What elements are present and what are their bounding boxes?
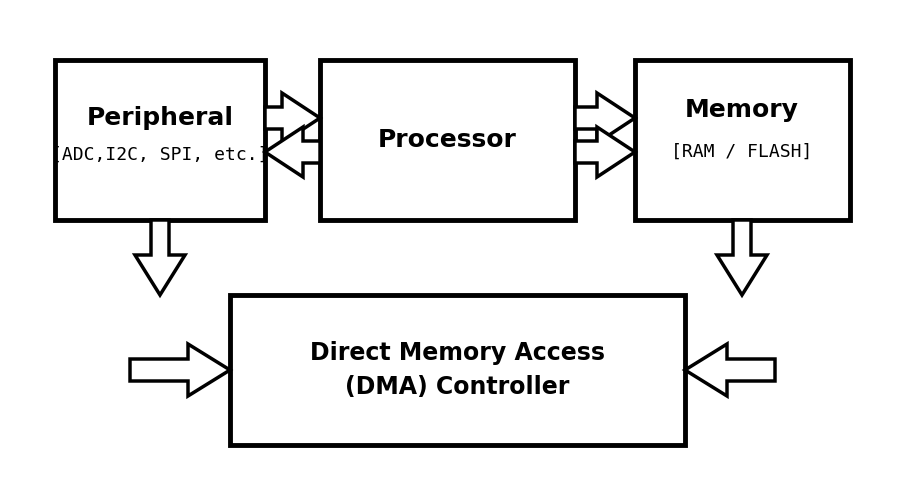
Text: Memory: Memory — [685, 98, 799, 122]
FancyArrow shape — [575, 127, 635, 177]
FancyArrow shape — [575, 93, 635, 143]
Bar — [230, 295, 685, 445]
Text: Processor: Processor — [378, 128, 517, 152]
Bar — [320, 60, 575, 220]
Text: Peripheral: Peripheral — [86, 106, 233, 130]
FancyArrow shape — [717, 220, 767, 295]
FancyArrow shape — [265, 93, 320, 143]
Bar — [55, 60, 265, 220]
FancyArrow shape — [685, 344, 775, 396]
FancyArrow shape — [135, 220, 185, 295]
Text: [RAM / FLASH]: [RAM / FLASH] — [671, 143, 813, 161]
FancyArrow shape — [265, 127, 320, 177]
Bar — [635, 60, 850, 220]
FancyArrow shape — [130, 344, 230, 396]
Text: [ADC,I2C, SPI, etc.]: [ADC,I2C, SPI, etc.] — [51, 146, 269, 164]
Text: Direct Memory Access
(DMA) Controller: Direct Memory Access (DMA) Controller — [310, 341, 605, 399]
